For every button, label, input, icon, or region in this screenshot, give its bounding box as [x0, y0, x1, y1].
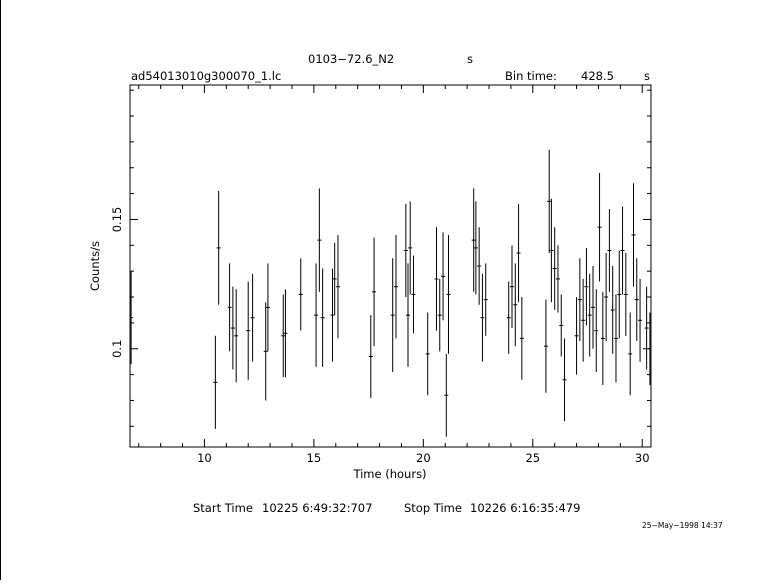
x-tick-label: 30	[635, 451, 650, 465]
y-tick-label: 0.1	[110, 340, 124, 358]
axis-tick-labels: 10 15 20 25 30 0.1 0.15	[110, 207, 650, 465]
bin-time-value: 428.5	[581, 69, 614, 83]
bin-time-label: Bin time:	[505, 69, 557, 83]
plot-frame	[129, 84, 652, 448]
source-unit: s	[467, 52, 473, 66]
x-tick-label: 10	[197, 451, 212, 465]
stop-time-label: Stop Time	[404, 501, 462, 515]
x-tick-label: 15	[307, 451, 322, 465]
stop-time-value: 10226 6:16:35:479	[470, 501, 580, 515]
start-time-value: 10225 6:49:32:707	[262, 501, 372, 515]
source-name: 0103−72.6_N2	[308, 52, 394, 66]
start-time-label: Start Time	[193, 501, 253, 515]
y-axis-label: Counts/s	[88, 241, 102, 291]
axis-ticks	[130, 85, 651, 447]
lc-filename: ad54013010g300070_1.lc	[131, 69, 281, 83]
x-tick-label: 25	[525, 451, 540, 465]
x-tick-label: 20	[416, 451, 431, 465]
x-axis-label: Time (hours)	[352, 467, 426, 481]
plot-timestamp: 25−May−1998 14:37	[642, 521, 723, 530]
left-border-line	[0, 0, 1, 580]
bin-time-unit: s	[644, 69, 650, 83]
y-tick-label: 0.15	[110, 207, 124, 233]
data-points	[130, 149, 651, 437]
